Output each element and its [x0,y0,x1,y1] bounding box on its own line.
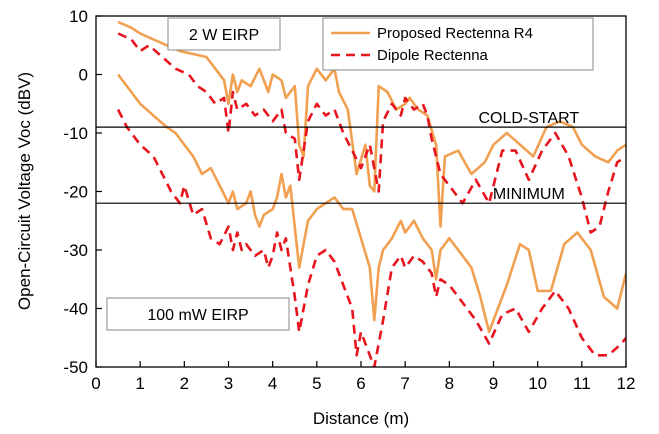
annotation-2w-eirp-label: 2 W EIRP [189,27,259,44]
y-tick-label: -10 [63,124,88,143]
annotation-100mw-eirp-box [106,297,290,331]
legend-label-proposed: Proposed Rectenna R4 [377,25,533,42]
x-tick-label: 0 [91,374,100,393]
x-tick-label: 5 [312,374,321,393]
series-line-dipole-1 [117,32,626,234]
y-tick-label: 0 [79,66,88,85]
annotation-2w-eirp-box [167,17,281,51]
annotation-100mw-eirp-label: 100 mW EIRP [147,307,248,324]
x-tick-label: 10 [528,374,547,393]
x-tick-label: 1 [135,374,144,393]
x-tick-label: 4 [268,374,277,393]
annotation-2w-eirp: 2 W EIRP [167,17,281,51]
y-tick-label: 10 [69,7,88,26]
y-tick-label: -30 [63,241,88,260]
x-tick-label: 7 [400,374,409,393]
x-tick-label: 11 [573,374,591,393]
series-line-proposed-2 [117,73,626,334]
annotation-100mw-eirp: 100 mW EIRP [106,297,290,331]
x-tick-label: 2 [180,374,189,393]
reference-lines: COLD-START MINIMUM [96,110,626,204]
series-line-proposed-0 [117,20,626,228]
y-tick-label: -40 [63,300,88,319]
x-tick-label: 8 [445,374,454,393]
x-tick-label: 12 [617,374,636,393]
legend-label-dipole: Dipole Rectenna [377,47,489,64]
legend: Proposed Rectenna R4 Dipole Rectenna [322,17,594,71]
y-axis-title: Open-Circuit Voltage Voc (dBV) [15,72,34,310]
legend-box [322,17,594,71]
x-tick-label: 9 [489,374,498,393]
x-tick-label: 3 [224,374,233,393]
reference-label-cold-start: COLD-START [478,110,579,127]
y-tick-label: -20 [63,183,88,202]
y-tick-label: -50 [63,358,88,377]
x-tick-label: 6 [356,374,365,393]
series-layer [116,20,626,367]
reference-label-minimum: MINIMUM [493,186,565,203]
series-line-dipole-3 [116,109,626,367]
x-axis-title: Distance (m) [313,409,409,428]
